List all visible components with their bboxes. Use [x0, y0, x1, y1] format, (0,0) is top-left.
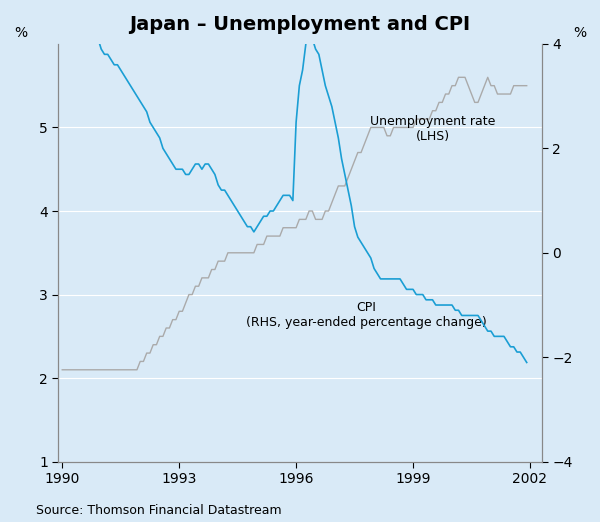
- Text: %: %: [14, 26, 27, 40]
- Text: Source: Thomson Financial Datastream: Source: Thomson Financial Datastream: [36, 504, 281, 517]
- Title: Japan – Unemployment and CPI: Japan – Unemployment and CPI: [130, 15, 470, 34]
- Text: Unemployment rate
(LHS): Unemployment rate (LHS): [370, 115, 495, 143]
- Text: %: %: [573, 26, 586, 40]
- Text: CPI
(RHS, year-ended percentage change): CPI (RHS, year-ended percentage change): [246, 301, 487, 329]
